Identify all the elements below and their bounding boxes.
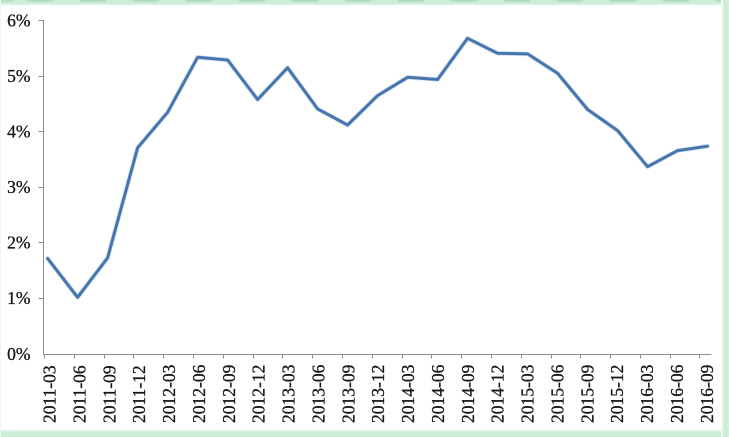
- svg-text:2015-12: 2015-12: [607, 365, 627, 423]
- svg-text:2011-12: 2011-12: [129, 365, 149, 423]
- svg-text:2016-03: 2016-03: [637, 364, 657, 423]
- svg-text:2012-03: 2012-03: [159, 364, 179, 423]
- svg-text:2013-03: 2013-03: [279, 364, 299, 423]
- svg-text:2011-09: 2011-09: [99, 365, 119, 423]
- svg-text:5%: 5%: [7, 66, 30, 86]
- svg-text:4%: 4%: [7, 122, 30, 142]
- svg-text:2013-06: 2013-06: [308, 364, 328, 423]
- svg-text:6%: 6%: [7, 10, 30, 30]
- svg-text:2015-09: 2015-09: [577, 364, 597, 423]
- svg-text:2012-12: 2012-12: [249, 365, 269, 423]
- svg-text:2%: 2%: [7, 233, 30, 253]
- svg-text:2014-06: 2014-06: [428, 364, 448, 423]
- svg-text:2013-12: 2013-12: [368, 365, 388, 423]
- svg-text:2014-09: 2014-09: [458, 364, 478, 423]
- svg-text:1%: 1%: [7, 288, 30, 308]
- svg-text:2014-12: 2014-12: [488, 365, 508, 423]
- svg-text:2012-09: 2012-09: [219, 364, 239, 423]
- svg-text:2013-09: 2013-09: [338, 364, 358, 423]
- svg-text:2016-06: 2016-06: [667, 364, 687, 423]
- svg-text:2016-09: 2016-09: [697, 364, 717, 423]
- svg-text:2015-06: 2015-06: [548, 364, 568, 423]
- svg-text:0%: 0%: [7, 344, 30, 364]
- svg-text:2014-03: 2014-03: [398, 364, 418, 423]
- svg-text:2012-06: 2012-06: [189, 364, 209, 423]
- svg-text:2011-06: 2011-06: [69, 365, 89, 423]
- svg-text:2011-03: 2011-03: [40, 365, 60, 423]
- svg-text:3%: 3%: [7, 177, 30, 197]
- svg-text:2015-03: 2015-03: [518, 364, 538, 423]
